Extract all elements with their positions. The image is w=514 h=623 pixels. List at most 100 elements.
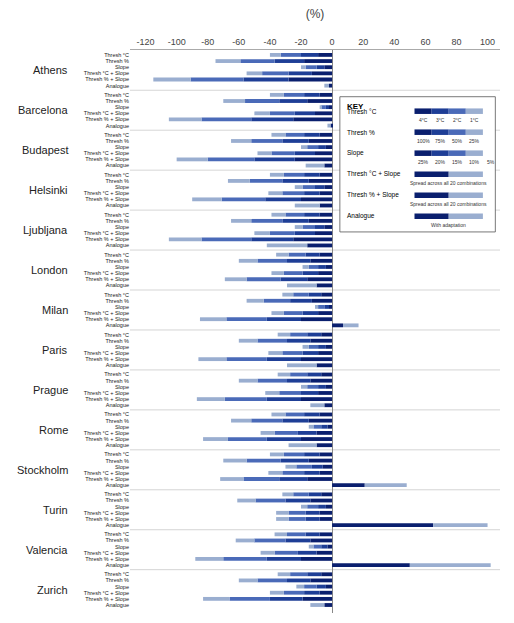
svg-text:Thresh % + Slope: Thresh % + Slope: [85, 356, 129, 362]
svg-text:Thresh °C: Thresh °C: [104, 371, 129, 377]
svg-text:Slope: Slope: [115, 424, 129, 430]
svg-text:Turin: Turin: [43, 504, 68, 516]
svg-text:Thresh °C: Thresh °C: [104, 92, 129, 98]
svg-text:Thresh %: Thresh %: [105, 577, 129, 583]
svg-text:10%: 10%: [469, 159, 480, 165]
svg-text:Thresh %: Thresh %: [105, 298, 129, 304]
svg-text:Thresh % + Slope: Thresh % + Slope: [85, 596, 129, 602]
svg-text:Barcelona: Barcelona: [18, 104, 68, 116]
svg-text:Thresh °C: Thresh °C: [104, 451, 129, 457]
svg-text:Thresh °C + Slope: Thresh °C + Slope: [84, 550, 129, 556]
svg-text:Analogue: Analogue: [106, 282, 129, 288]
svg-text:Slope: Slope: [115, 144, 129, 150]
svg-text:Ljubljana: Ljubljana: [23, 224, 68, 236]
svg-text:Slope: Slope: [115, 64, 129, 70]
svg-text:Thresh °C + Slope: Thresh °C + Slope: [84, 510, 129, 516]
svg-text:Milan: Milan: [42, 304, 68, 316]
svg-text:Thresh °C + Slope: Thresh °C + Slope: [84, 70, 129, 76]
svg-text:Analogue: Analogue: [106, 242, 129, 248]
svg-text:Analogue: Analogue: [106, 123, 129, 129]
svg-text:Thresh °C + Slope: Thresh °C + Slope: [84, 110, 129, 116]
svg-text:Thresh % + Slope: Thresh % + Slope: [85, 76, 129, 82]
svg-text:Thresh %: Thresh %: [105, 218, 129, 224]
svg-text:Rome: Rome: [39, 424, 68, 436]
svg-text:Analogue: Analogue: [347, 212, 375, 220]
svg-text:Thresh °C + Slope: Thresh °C + Slope: [84, 590, 129, 596]
svg-text:25%: 25%: [418, 159, 429, 165]
svg-text:-40: -40: [263, 37, 276, 47]
svg-text:Spread across all 20 combinati: Spread across all 20 combinations: [410, 201, 487, 207]
svg-text:15%: 15%: [452, 159, 463, 165]
svg-text:Thresh °C: Thresh °C: [104, 172, 129, 178]
svg-text:4°C: 4°C: [419, 117, 428, 123]
svg-text:1°C: 1°C: [470, 117, 479, 123]
svg-text:Thresh °C + Slope: Thresh °C + Slope: [84, 310, 129, 316]
svg-text:Thresh °C: Thresh °C: [104, 52, 129, 58]
svg-text:Thresh %: Thresh %: [105, 258, 129, 264]
svg-text:Thresh °C + Slope: Thresh °C + Slope: [84, 190, 129, 196]
svg-text:Thresh %: Thresh %: [105, 418, 129, 424]
svg-text:Analogue: Analogue: [106, 482, 129, 488]
svg-text:Thresh %: Thresh %: [105, 98, 129, 104]
svg-text:Thresh °C + Slope: Thresh °C + Slope: [84, 430, 129, 436]
svg-text:75%: 75%: [435, 138, 446, 144]
svg-text:Thresh % + Slope: Thresh % + Slope: [85, 316, 129, 322]
svg-text:Thresh °C + Slope: Thresh °C + Slope: [84, 390, 129, 396]
svg-text:Stockholm: Stockholm: [17, 464, 68, 476]
svg-text:Zurich: Zurich: [37, 584, 68, 596]
svg-text:Slope: Slope: [115, 264, 129, 270]
svg-text:Thresh %: Thresh %: [105, 138, 129, 144]
svg-text:Spread across all 20 combinati: Spread across all 20 combinations: [410, 180, 487, 186]
svg-text:60: 60: [420, 37, 430, 47]
svg-text:Thresh % + Slope: Thresh % + Slope: [347, 191, 399, 199]
svg-text:100: 100: [480, 37, 495, 47]
svg-text:Thresh %: Thresh %: [105, 338, 129, 344]
svg-text:Thresh % + Slope: Thresh % + Slope: [85, 436, 129, 442]
svg-text:Helsinki: Helsinki: [29, 184, 68, 196]
svg-text:2°C: 2°C: [453, 117, 462, 123]
svg-text:Thresh % + Slope: Thresh % + Slope: [85, 476, 129, 482]
svg-text:Thresh % + Slope: Thresh % + Slope: [85, 516, 129, 522]
svg-text:Thresh °C + Slope: Thresh °C + Slope: [84, 150, 129, 156]
svg-text:Slope: Slope: [115, 104, 129, 110]
svg-text:Thresh °C + Slope: Thresh °C + Slope: [347, 170, 401, 178]
svg-text:Thresh %: Thresh %: [105, 497, 129, 503]
svg-text:Slope: Slope: [115, 583, 129, 589]
svg-text:Analogue: Analogue: [106, 562, 129, 568]
svg-text:20: 20: [358, 37, 368, 47]
svg-text:Analogue: Analogue: [106, 202, 129, 208]
svg-text:100%: 100%: [417, 138, 430, 144]
svg-text:Slope: Slope: [115, 464, 129, 470]
svg-text:Paris: Paris: [42, 344, 68, 356]
svg-text:20%: 20%: [435, 159, 446, 165]
svg-text:80: 80: [451, 37, 461, 47]
svg-text:London: London: [31, 264, 68, 276]
svg-text:-100: -100: [168, 37, 186, 47]
svg-text:Thresh °C: Thresh °C: [347, 108, 377, 115]
svg-text:40: 40: [389, 37, 399, 47]
svg-text:KEY: KEY: [347, 102, 364, 111]
svg-text:Thresh °C: Thresh °C: [104, 491, 129, 497]
svg-text:Thresh %: Thresh %: [105, 378, 129, 384]
svg-text:Thresh % + Slope: Thresh % + Slope: [85, 556, 129, 562]
svg-text:-60: -60: [232, 37, 245, 47]
svg-text:Analogue: Analogue: [106, 362, 129, 368]
svg-text:Analogue: Analogue: [106, 322, 129, 328]
svg-text:Thresh % + Slope: Thresh % + Slope: [85, 196, 129, 202]
svg-text:Slope: Slope: [115, 344, 129, 350]
svg-text:5%: 5%: [487, 159, 495, 165]
svg-text:Slope: Slope: [115, 304, 129, 310]
svg-text:Thresh °C: Thresh °C: [104, 411, 129, 417]
svg-text:Analogue: Analogue: [106, 83, 129, 89]
svg-text:Analogue: Analogue: [106, 162, 129, 168]
svg-text:Thresh % + Slope: Thresh % + Slope: [85, 276, 129, 282]
svg-text:Thresh °C: Thresh °C: [104, 252, 129, 258]
svg-text:Thresh %: Thresh %: [105, 457, 129, 463]
svg-text:Athens: Athens: [33, 64, 68, 76]
svg-text:Thresh °C: Thresh °C: [104, 331, 129, 337]
svg-text:0: 0: [330, 37, 335, 47]
svg-text:-120: -120: [137, 37, 155, 47]
svg-text:Thresh °C + Slope: Thresh °C + Slope: [84, 470, 129, 476]
svg-text:Thresh °C: Thresh °C: [104, 571, 129, 577]
svg-text:Valencia: Valencia: [26, 544, 68, 556]
